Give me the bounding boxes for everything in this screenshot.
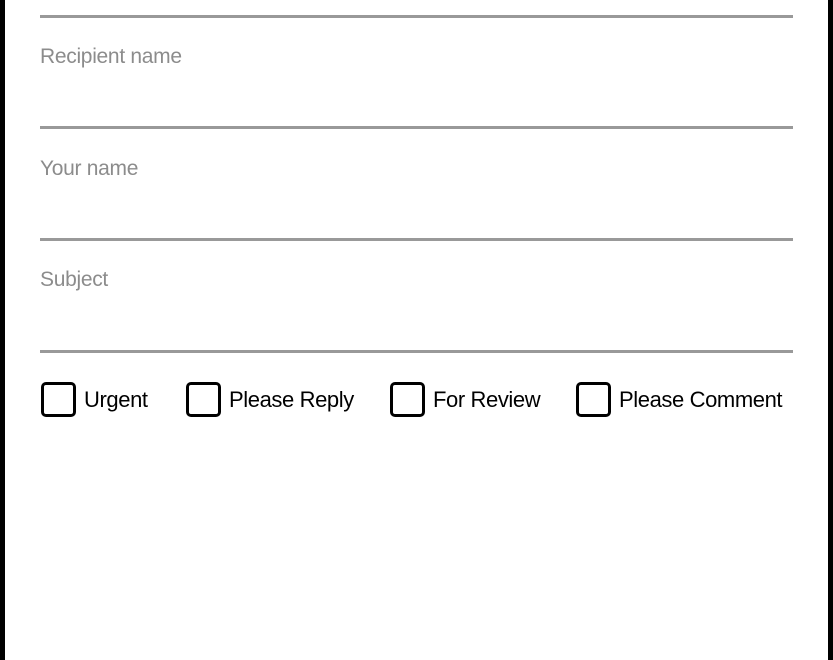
checkbox-box-icon[interactable]	[41, 382, 76, 417]
recipient-name-label: Recipient name	[40, 45, 182, 68]
please-reply-label: Please Reply	[229, 386, 354, 412]
urgent-label: Urgent	[84, 386, 148, 412]
for-review-label: For Review	[433, 386, 541, 412]
please-comment-checkbox[interactable]: Please Comment	[576, 382, 783, 417]
your-name-input[interactable]	[40, 194, 797, 236]
checkbox-box-icon[interactable]	[186, 382, 221, 417]
subject-input[interactable]	[40, 306, 797, 348]
right-border	[828, 0, 833, 660]
please-comment-label: Please Comment	[619, 386, 783, 412]
please-reply-checkbox[interactable]: Please Reply	[186, 382, 354, 417]
left-border	[0, 0, 5, 660]
recipient-name-underline	[40, 126, 793, 129]
for-review-checkbox[interactable]: For Review	[390, 382, 541, 417]
your-name-underline	[40, 238, 793, 241]
subject-label: Subject	[40, 268, 108, 291]
checkbox-box-icon[interactable]	[576, 382, 611, 417]
your-name-label: Your name	[40, 157, 139, 180]
recipient-name-input[interactable]	[40, 82, 797, 124]
checkbox-box-icon[interactable]	[390, 382, 425, 417]
divider	[40, 15, 793, 18]
urgent-checkbox[interactable]: Urgent	[41, 382, 148, 417]
subject-underline	[40, 350, 793, 353]
